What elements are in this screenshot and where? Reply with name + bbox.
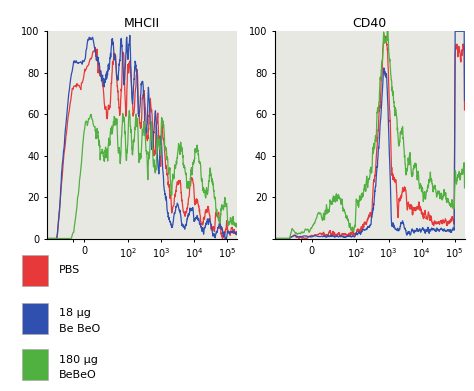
Bar	[22, 349, 48, 380]
Bar	[22, 303, 48, 334]
Text: 180 μg: 180 μg	[59, 355, 98, 365]
Bar	[22, 255, 48, 286]
Text: PBS: PBS	[59, 265, 80, 275]
Text: 18 μg: 18 μg	[59, 308, 91, 319]
Text: Be BeO: Be BeO	[59, 324, 100, 334]
Title: MHCII: MHCII	[124, 17, 160, 30]
Text: BeBeO: BeBeO	[59, 370, 96, 380]
Title: CD40: CD40	[353, 17, 387, 30]
